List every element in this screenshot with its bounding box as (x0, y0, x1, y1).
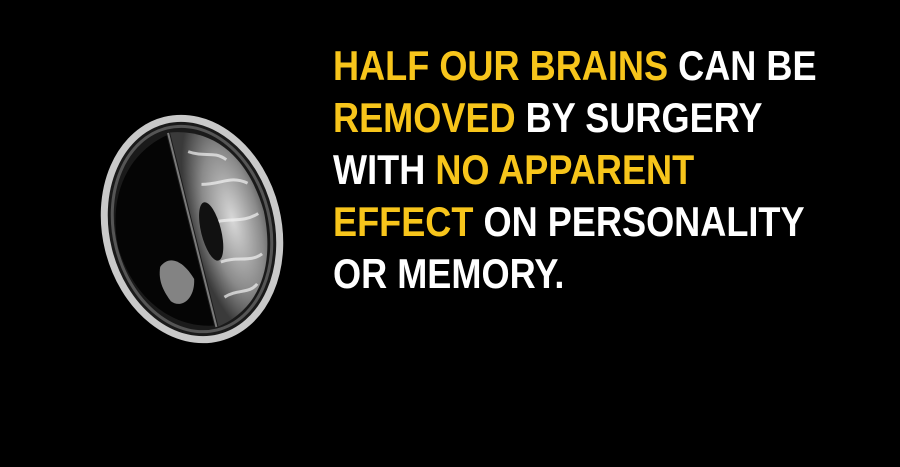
fact-highlight: REMOVED (333, 94, 516, 141)
fact-line-4: EFFECT ON PERSONALITY (333, 196, 805, 248)
fact-text-segment: CAN BE (668, 42, 817, 89)
fact-line-5: OR MEMORY. (333, 248, 797, 300)
fact-text-segment: ON PERSONALITY (473, 198, 805, 245)
fact-highlight: HALF OUR BRAINS (333, 42, 669, 89)
fact-text-segment: BY SURGERY (515, 94, 763, 141)
fact-line-1: HALF OUR BRAINS CAN BE (333, 40, 817, 92)
fact-text: HALF OUR BRAINS CAN BE REMOVED BY SURGER… (333, 40, 817, 300)
fact-text-segment: WITH (333, 146, 436, 193)
fact-line-3: WITH NO APPARENT (333, 144, 797, 196)
fact-line-2: REMOVED BY SURGERY (333, 92, 797, 144)
brain-mri-scan-icon (92, 108, 292, 350)
fact-text-segment: OR MEMORY. (333, 250, 565, 297)
fact-highlight: EFFECT (333, 198, 474, 245)
fact-highlight: NO APPARENT (435, 146, 695, 193)
